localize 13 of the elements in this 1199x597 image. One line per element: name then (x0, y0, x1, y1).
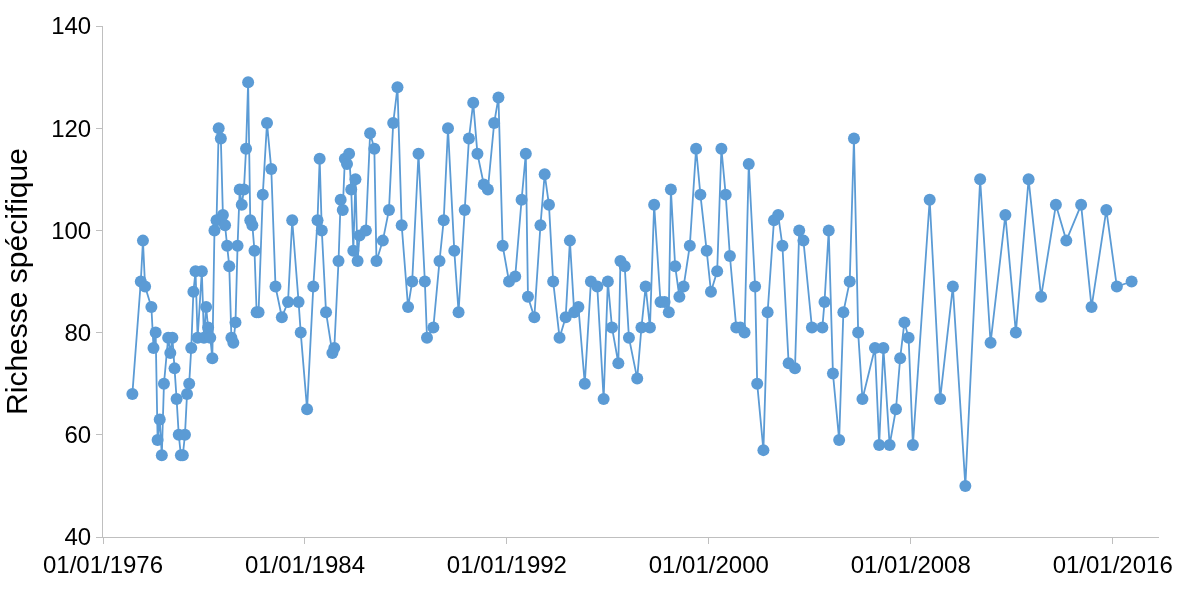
x-tick-label: 01/01/1984 (244, 550, 365, 578)
y-axis-title: Richesse spécifique (0, 148, 33, 415)
y-tick-label: 40 (64, 523, 92, 551)
x-tick-label: 01/01/2008 (850, 550, 971, 578)
x-tick-label: 01/01/1976 (42, 550, 164, 578)
x-tick-label: 01/01/1992 (446, 550, 567, 578)
y-tick-label: 60 (64, 421, 92, 449)
x-tick-label: 01/01/2016 (1052, 550, 1173, 578)
x-tick-label: 01/01/2000 (648, 550, 769, 578)
y-tick-label: 140 (51, 12, 92, 40)
y-tick-label: 120 (51, 114, 92, 142)
y-tick-label: 100 (51, 216, 92, 244)
y-tick-label: 80 (64, 319, 92, 346)
